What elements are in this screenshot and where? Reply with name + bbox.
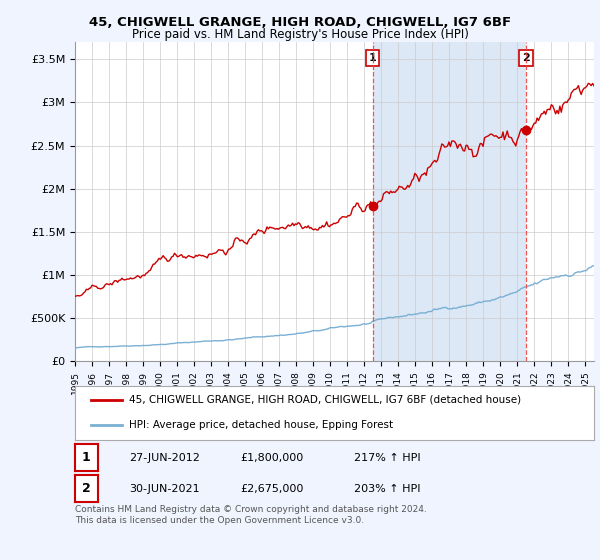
- Text: 2: 2: [522, 53, 530, 63]
- Bar: [373, 42, 526, 361]
- Text: 217% ↑ HPI: 217% ↑ HPI: [354, 452, 421, 463]
- Text: 45, CHIGWELL GRANGE, HIGH ROAD, CHIGWELL, IG7 6BF (detached house): 45, CHIGWELL GRANGE, HIGH ROAD, CHIGWELL…: [130, 395, 521, 405]
- Text: £2,675,000: £2,675,000: [240, 484, 304, 494]
- Text: HPI: Average price, detached house, Epping Forest: HPI: Average price, detached house, Eppi…: [130, 419, 394, 430]
- Text: 45, CHIGWELL GRANGE, HIGH ROAD, CHIGWELL, IG7 6BF: 45, CHIGWELL GRANGE, HIGH ROAD, CHIGWELL…: [89, 16, 511, 29]
- Text: 1: 1: [368, 53, 376, 63]
- Text: Contains HM Land Registry data © Crown copyright and database right 2024.
This d: Contains HM Land Registry data © Crown c…: [75, 505, 427, 525]
- Text: 27-JUN-2012: 27-JUN-2012: [129, 452, 200, 463]
- Text: 1: 1: [82, 451, 91, 464]
- Text: Price paid vs. HM Land Registry's House Price Index (HPI): Price paid vs. HM Land Registry's House …: [131, 28, 469, 41]
- Text: £1,800,000: £1,800,000: [240, 452, 303, 463]
- Text: 203% ↑ HPI: 203% ↑ HPI: [354, 484, 421, 494]
- Text: 30-JUN-2021: 30-JUN-2021: [129, 484, 200, 494]
- Text: 2: 2: [82, 482, 91, 496]
